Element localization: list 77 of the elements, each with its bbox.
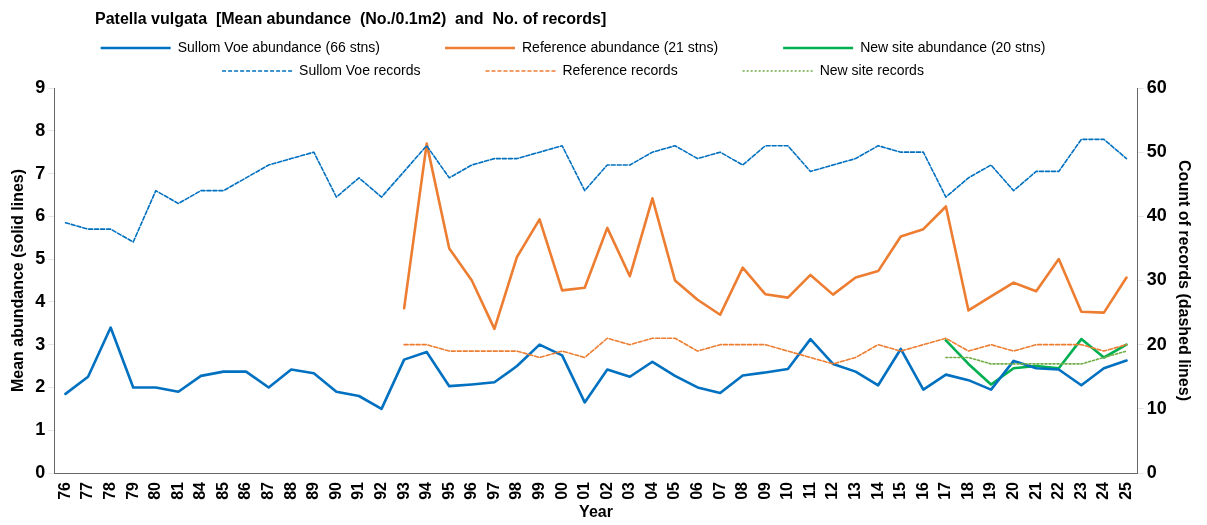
y2-tick-label: 20	[1146, 333, 1167, 354]
y-tick-label: 3	[35, 333, 46, 354]
y-axis-title: Mean abundance (solid lines)	[9, 168, 27, 393]
line-series	[403, 337, 1128, 365]
x-tick-label: 15	[891, 481, 909, 500]
x-tick-label: 87	[259, 481, 277, 500]
x-tick-label: 04	[642, 481, 660, 500]
legend-label: Sullom Voe abundance (66 stns)	[177, 38, 437, 55]
y2-tick-label: 40	[1146, 205, 1167, 226]
x-tick-label: 17	[936, 481, 954, 500]
x-tick-label: 86	[236, 481, 254, 500]
x-tick-label: 91	[349, 481, 367, 500]
x-tick-label: 85	[213, 481, 231, 500]
x-tick-label: 13	[846, 481, 864, 500]
x-tick-label: 95	[439, 481, 457, 500]
x-tick-label: 01	[575, 481, 593, 500]
x-tick-label: 81	[168, 481, 186, 500]
x-tick-label: 06	[687, 481, 705, 500]
y-tick-label: 5	[35, 248, 46, 269]
x-tick-label: 84	[191, 481, 209, 500]
legend-label: New site records	[819, 61, 980, 78]
x-tick-label: 98	[507, 481, 525, 500]
x-tick-label: 80	[146, 481, 164, 500]
x-tick-label: 93	[394, 481, 412, 500]
x-tick-label: 20	[1004, 481, 1022, 500]
y2-tick-label: 0	[1146, 461, 1157, 482]
x-tick-label: 00	[552, 481, 570, 500]
x-tick-label: 08	[733, 481, 751, 500]
x-tick-label: 11	[800, 481, 818, 499]
x-tick-label: 18	[958, 481, 976, 500]
x-tick-label: 76	[55, 481, 73, 500]
y-tick-label: 7	[35, 162, 46, 183]
x-tick-label: 92	[371, 481, 389, 500]
x-tick-label: 12	[823, 481, 841, 500]
x-tick-label: 19	[981, 481, 999, 500]
x-tick-label: 90	[326, 481, 344, 500]
x-tick-label: 25	[1116, 481, 1134, 500]
x-tick-label: 89	[304, 481, 322, 500]
y-tick-label: 2	[35, 376, 46, 397]
y-tick-label: 6	[35, 205, 46, 226]
chart-title: Patella vulgata [Mean abundance (No./0.1m2) and No. of records]	[95, 10, 607, 28]
x-tick-label: 97	[484, 481, 502, 500]
y-tick-label: 0	[35, 461, 46, 482]
y2-tick-label: 30	[1146, 269, 1167, 290]
x-tick-label: 88	[281, 481, 299, 500]
x-tick-label: 14	[868, 481, 886, 500]
y2-tick-label: 10	[1146, 397, 1167, 418]
x-tick-label: 10	[778, 481, 796, 500]
x-tick-label: 09	[755, 481, 773, 500]
x-tick-label: 79	[123, 481, 141, 500]
legend-label: New site abundance (20 stns)	[860, 38, 1102, 55]
legend-label: Reference abundance (21 stns)	[522, 38, 775, 55]
x-tick-label: 02	[597, 481, 615, 500]
legend-label: Reference records	[562, 61, 734, 78]
x-tick-label: 96	[462, 481, 480, 500]
x-tick-label: 16	[913, 481, 931, 500]
x-tick-label: 22	[1049, 481, 1067, 500]
y2-tick-label: 50	[1146, 141, 1167, 162]
y2-axis-title: Count of records (dashed lines)	[1175, 160, 1193, 401]
x-tick-label: 94	[417, 481, 435, 500]
y-tick-label: 1	[35, 419, 46, 440]
x-axis-title: Year	[579, 502, 613, 520]
x-tick-label: 23	[1071, 481, 1089, 500]
x-tick-label: 05	[665, 481, 683, 500]
y2-tick-label: 60	[1146, 76, 1167, 97]
legend-label: Sullom Voe records	[299, 61, 477, 78]
x-tick-label: 24	[1094, 481, 1112, 500]
y-tick-label: 9	[35, 76, 46, 97]
x-tick-label: 07	[710, 481, 728, 500]
x-tick-label: 78	[101, 481, 119, 500]
line-series	[64, 138, 1128, 243]
x-tick-label: 03	[620, 481, 638, 500]
y-tick-label: 8	[35, 119, 46, 140]
x-tick-label: 21	[1026, 481, 1044, 500]
y-tick-label: 4	[35, 290, 46, 311]
x-tick-label: 77	[78, 481, 96, 500]
x-tick-label: 99	[529, 481, 547, 500]
